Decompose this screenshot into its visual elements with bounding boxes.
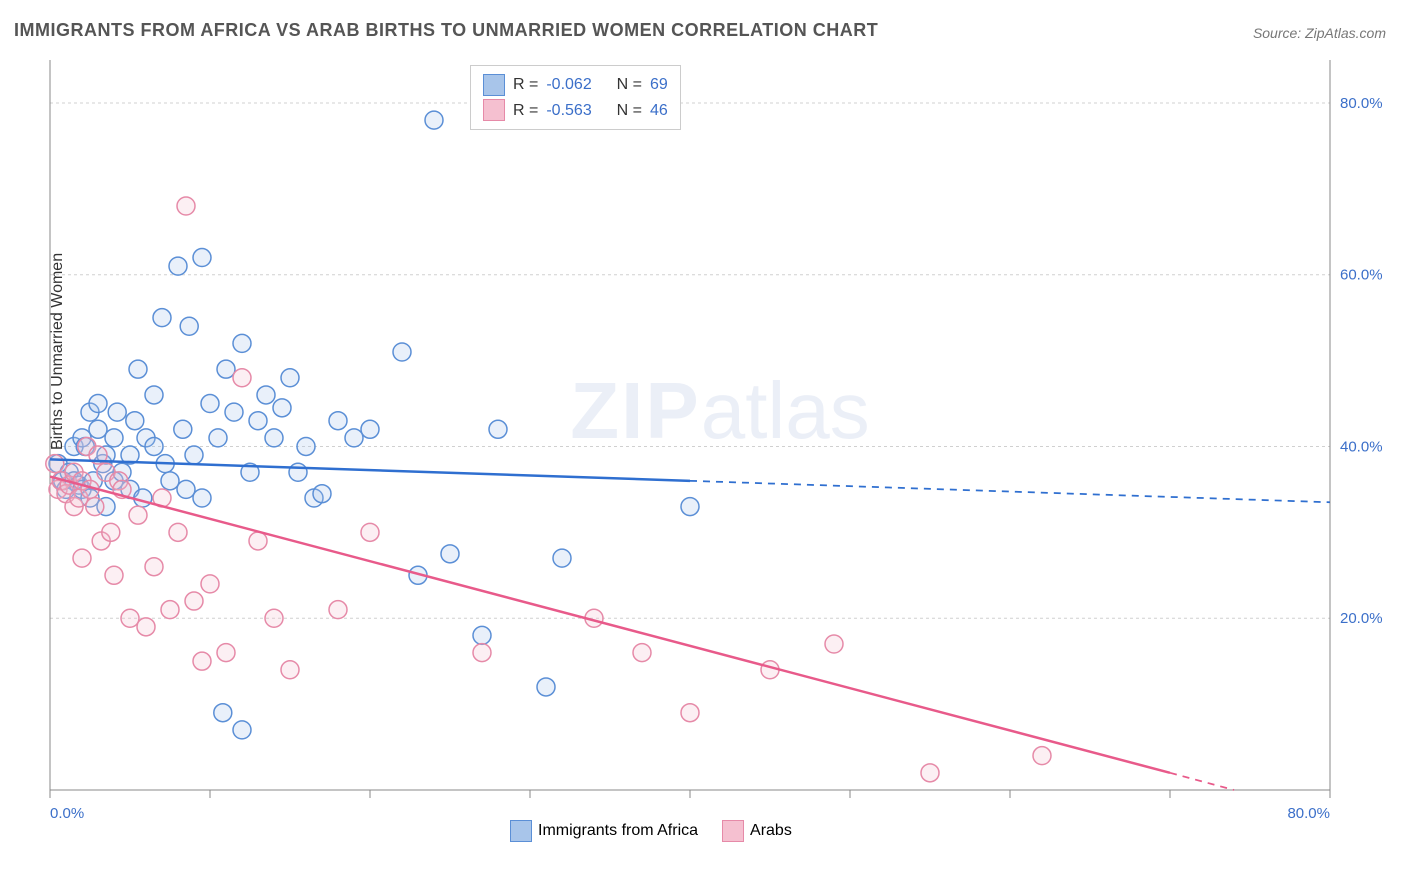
swatch-series-2-bottom bbox=[722, 820, 744, 842]
swatch-series-1 bbox=[483, 74, 505, 96]
legend-label-1: Immigrants from Africa bbox=[538, 822, 698, 840]
series-legend: Immigrants from Africa Arabs bbox=[510, 820, 792, 842]
svg-text:20.0%: 20.0% bbox=[1340, 610, 1383, 627]
chart-title: IMMIGRANTS FROM AFRICA VS ARAB BIRTHS TO… bbox=[14, 20, 878, 41]
legend-item-2: Arabs bbox=[722, 820, 792, 842]
y-axis-label: Births to Unmarried Women bbox=[49, 253, 67, 450]
legend-label-2: Arabs bbox=[750, 822, 792, 840]
chart-container: IMMIGRANTS FROM AFRICA VS ARAB BIRTHS TO… bbox=[0, 0, 1406, 892]
stats-row-series-2: R = -0.563 N = 46 bbox=[483, 98, 668, 124]
svg-text:0.0%: 0.0% bbox=[50, 805, 84, 822]
plot-area: Births to Unmarried Women ZIPatlas 20.0%… bbox=[50, 60, 1390, 840]
legend-item-1: Immigrants from Africa bbox=[510, 820, 698, 842]
svg-text:40.0%: 40.0% bbox=[1340, 438, 1383, 455]
swatch-series-2 bbox=[483, 99, 505, 121]
svg-text:80.0%: 80.0% bbox=[1287, 805, 1330, 822]
source-label: Source: ZipAtlas.com bbox=[1253, 25, 1386, 41]
svg-text:60.0%: 60.0% bbox=[1340, 267, 1383, 284]
stats-row-series-1: R = -0.062 N = 69 bbox=[483, 72, 668, 98]
swatch-series-1-bottom bbox=[510, 820, 532, 842]
svg-text:80.0%: 80.0% bbox=[1340, 95, 1383, 112]
stats-legend: R = -0.062 N = 69 R = -0.563 N = 46 bbox=[470, 65, 681, 130]
scatter-plot-svg: 20.0% 40.0% 60.0% 80.0% 0.0% 80.0% bbox=[50, 60, 1390, 840]
